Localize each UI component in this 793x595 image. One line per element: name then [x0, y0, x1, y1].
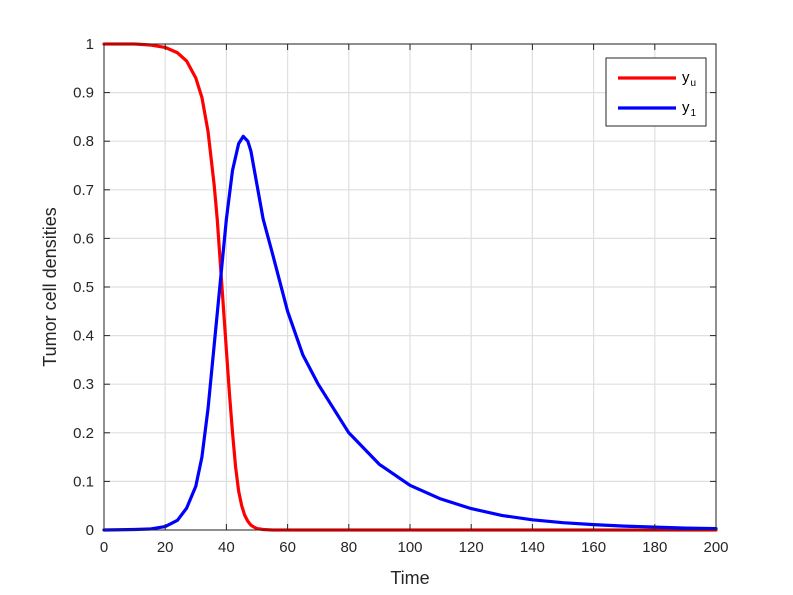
x-tick-label: 60 — [279, 539, 296, 556]
x-tick-labels: 0 20 40 60 80 100 120 140 160 180 200 — [100, 539, 729, 556]
x-tick-label: 160 — [581, 539, 606, 556]
x-tick-label: 140 — [520, 539, 545, 556]
x-tick-label: 200 — [703, 539, 728, 556]
x-tick-label: 0 — [100, 539, 108, 556]
x-tick-label: 180 — [642, 539, 667, 556]
y-tick-label: 0.8 — [73, 133, 94, 150]
series-line-1 — [102, 134, 718, 532]
y-tick-labels: 0 0.1 0.2 0.3 0.4 0.5 0.6 0.7 0.8 0.9 1 — [73, 36, 94, 539]
y-tick-label: 0.1 — [73, 473, 94, 490]
legend-box — [605, 57, 707, 127]
y-tick-label: 0.5 — [73, 279, 94, 296]
x-tick-label: 40 — [218, 539, 235, 556]
axis-ticks — [103, 43, 717, 531]
x-tick-label: 20 — [157, 539, 174, 556]
y-tick-label: 0.2 — [73, 425, 94, 442]
y-tick-label: 1 — [86, 36, 94, 53]
y-tick-label: 0.9 — [73, 85, 94, 102]
y-axis-label: Tumor cell densities — [40, 207, 60, 366]
x-tick-label: 120 — [459, 539, 484, 556]
y-tick-label: 0.7 — [73, 182, 94, 199]
y-tick-label: 0.6 — [73, 230, 94, 247]
y-tick-label: 0 — [86, 522, 94, 539]
x-tick-label: 80 — [340, 539, 357, 556]
x-axis-label: Time — [390, 568, 429, 588]
x-tick-label: 100 — [397, 539, 422, 556]
y-tick-label: 0.3 — [73, 376, 94, 393]
y-tick-label: 0.4 — [73, 328, 94, 345]
